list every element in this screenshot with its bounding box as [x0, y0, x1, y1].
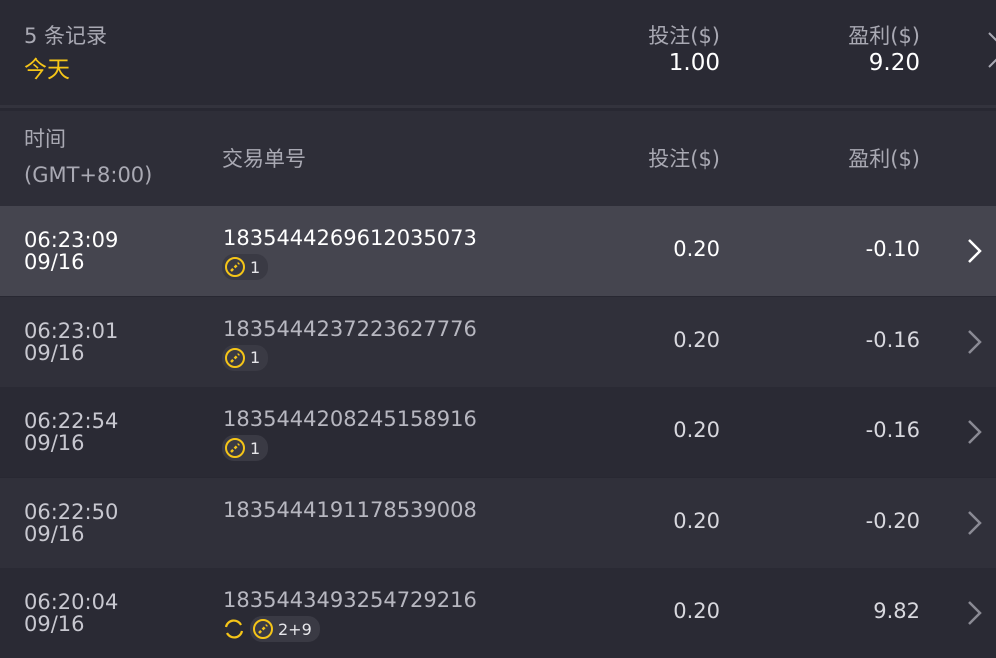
row-date: 09/16 — [24, 521, 85, 546]
chevron-right-icon[interactable] — [964, 329, 984, 355]
row-date: 09/16 — [24, 612, 85, 636]
table-header: 时间 (GMT+8:00) 交易单号 投注($) 盈利($) — [0, 111, 996, 206]
row-time: 06:23:09 — [24, 228, 119, 252]
badge-count: 1 — [250, 348, 261, 367]
free-spin-badge: 1 — [222, 435, 269, 461]
chevron-right-icon[interactable] — [964, 600, 984, 626]
chevron-right-icon[interactable] — [964, 238, 984, 264]
badge-count: 2+9 — [278, 619, 312, 639]
summary-header: 5 条记录 今天 投注($) 1.00 盈利($) 9.20 — [0, 0, 996, 108]
bet-total: 1.00 — [668, 50, 720, 76]
bet-total-label: 投注($) — [648, 24, 720, 48]
close-icon[interactable] — [988, 30, 996, 70]
col-order-id: 交易单号 — [222, 147, 306, 171]
free-spin-badge: 2+9 — [250, 616, 320, 642]
free-spin-badge: 1 — [222, 344, 269, 371]
chevron-right-icon[interactable] — [964, 510, 984, 536]
row-date: 09/16 — [24, 340, 85, 365]
row-order-id: 1835444191178539008 — [223, 497, 477, 522]
coin-icon — [225, 257, 245, 277]
row-order-id: 1835443493254729216 — [223, 588, 477, 612]
table-row[interactable]: 06:23:01 09/16 1835444237223627776 1 0.20 -0.… — [0, 296, 996, 387]
row-profit: -0.16 — [865, 418, 920, 442]
row-time: 06:23:01 — [24, 318, 119, 343]
row-order-id: 1835444237223627776 — [223, 316, 477, 341]
row-time: 06:20:04 — [24, 590, 119, 614]
col-time: 时间 — [24, 127, 66, 151]
col-timezone: (GMT+8:00) — [24, 163, 153, 187]
free-spin-badge: 1 — [222, 254, 269, 280]
row-bet: 0.20 — [673, 599, 720, 623]
table-row[interactable]: 06:22:50 09/16 1835444191178539008 0.20 -0.2… — [0, 477, 996, 568]
chevron-right-icon[interactable] — [964, 419, 984, 445]
coin-icon — [253, 619, 273, 639]
row-bet: 0.20 — [673, 418, 720, 442]
row-profit: -0.10 — [865, 237, 920, 261]
row-profit: -0.16 — [865, 327, 920, 352]
row-date: 09/16 — [24, 250, 85, 274]
row-time: 06:22:50 — [24, 499, 119, 524]
row-time: 06:22:54 — [24, 409, 119, 433]
table-row[interactable]: 06:22:54 09/16 1835444208245158916 1 0.20 -0.… — [0, 387, 996, 477]
badge-count: 1 — [250, 257, 261, 277]
row-profit: -0.20 — [865, 508, 920, 533]
coin-icon — [225, 347, 245, 368]
profit-total-label: 盈利($) — [848, 24, 920, 48]
table-row[interactable]: 06:23:09 09/16 1835444269612035073 1 0.20 -0.… — [0, 206, 996, 296]
col-bet: 投注($) — [648, 147, 720, 171]
badge-count: 1 — [250, 438, 261, 458]
row-bet: 0.20 — [673, 327, 720, 352]
refresh-icon — [224, 619, 244, 639]
table-row[interactable]: 06:20:04 09/16 1835443493254729216 2+9 0.20 9… — [0, 568, 996, 658]
row-bet: 0.20 — [673, 237, 720, 261]
profit-total: 9.20 — [868, 50, 920, 76]
row-order-id: 1835444269612035073 — [223, 226, 477, 250]
row-profit: 9.82 — [873, 599, 920, 623]
record-count: 5 条记录 — [24, 24, 108, 48]
coin-icon — [225, 438, 245, 458]
row-bet: 0.20 — [673, 508, 720, 533]
col-profit: 盈利($) — [848, 147, 920, 171]
period-filter[interactable]: 今天 — [24, 57, 70, 83]
row-date: 09/16 — [24, 431, 85, 455]
row-order-id: 1835444208245158916 — [223, 407, 477, 431]
